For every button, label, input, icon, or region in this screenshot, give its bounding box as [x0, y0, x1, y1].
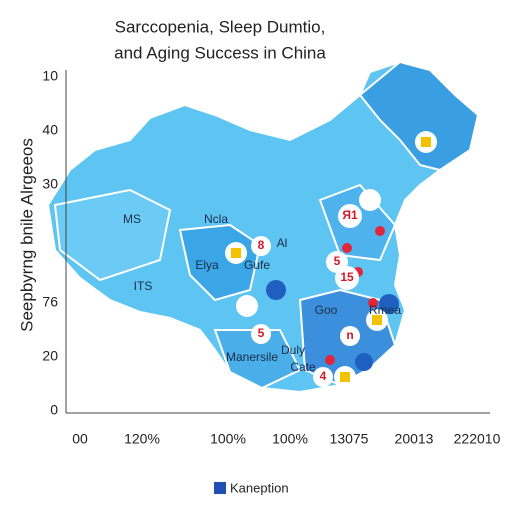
x-tick-label: 13075 — [330, 431, 369, 447]
legend-swatch — [214, 482, 226, 494]
region-label: Ncla — [204, 212, 228, 226]
marker-label: 5 — [334, 254, 341, 268]
marker-label: Я1 — [342, 208, 358, 222]
region-label: Goo — [315, 303, 338, 317]
legend-label: Kaneption — [230, 480, 289, 495]
y-tick-label: 30 — [42, 176, 58, 192]
x-tick-label: 100% — [272, 431, 308, 447]
x-tick-label: 00 — [72, 431, 88, 447]
region-label: MS — [123, 212, 141, 226]
title-line: and Aging Success in China — [114, 43, 326, 62]
region-label: Duly — [281, 343, 305, 357]
x-tick-label: 120% — [124, 431, 160, 447]
title-line: Sarccopenia, Sleep Dumtio, — [115, 17, 326, 36]
region-label: Al — [277, 236, 288, 250]
marker-label: 8 — [258, 238, 265, 252]
y-axis-label: Seepbyrng bnile Alrgeeos — [17, 138, 36, 332]
y-tick-label: 76 — [42, 294, 58, 310]
y-tick-label: 10 — [42, 68, 58, 84]
region-label: Rmea — [369, 303, 401, 317]
y-tick-label: 20 — [42, 348, 58, 364]
x-tick-label: 222010 — [454, 431, 501, 447]
x-tick-label: 20013 — [395, 431, 434, 447]
region-label: Manersile — [226, 350, 278, 364]
y-tick-label: 40 — [42, 122, 58, 138]
x-tick-label: 100% — [210, 431, 246, 447]
marker-label: 15 — [340, 270, 354, 284]
marker-label: 5 — [258, 326, 265, 340]
region-label: Cate — [290, 360, 316, 374]
marker-label: 4 — [320, 369, 327, 383]
y-tick-label: 0 — [50, 402, 58, 418]
marker-label: n — [346, 328, 353, 342]
region-label: ITS — [134, 279, 153, 293]
map — [46, 60, 480, 394]
region-label: Elya — [195, 258, 219, 272]
region-label: Gufe — [244, 258, 270, 272]
